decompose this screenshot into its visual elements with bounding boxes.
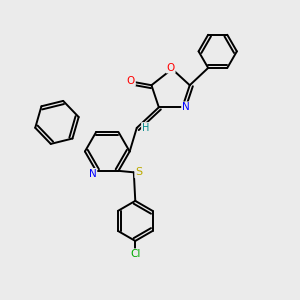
Text: Cl: Cl: [130, 249, 140, 259]
Text: O: O: [167, 63, 175, 73]
Text: N: N: [182, 102, 190, 112]
Text: H: H: [142, 123, 149, 133]
Text: O: O: [127, 76, 135, 86]
Text: S: S: [135, 167, 142, 177]
Text: N: N: [89, 169, 97, 179]
